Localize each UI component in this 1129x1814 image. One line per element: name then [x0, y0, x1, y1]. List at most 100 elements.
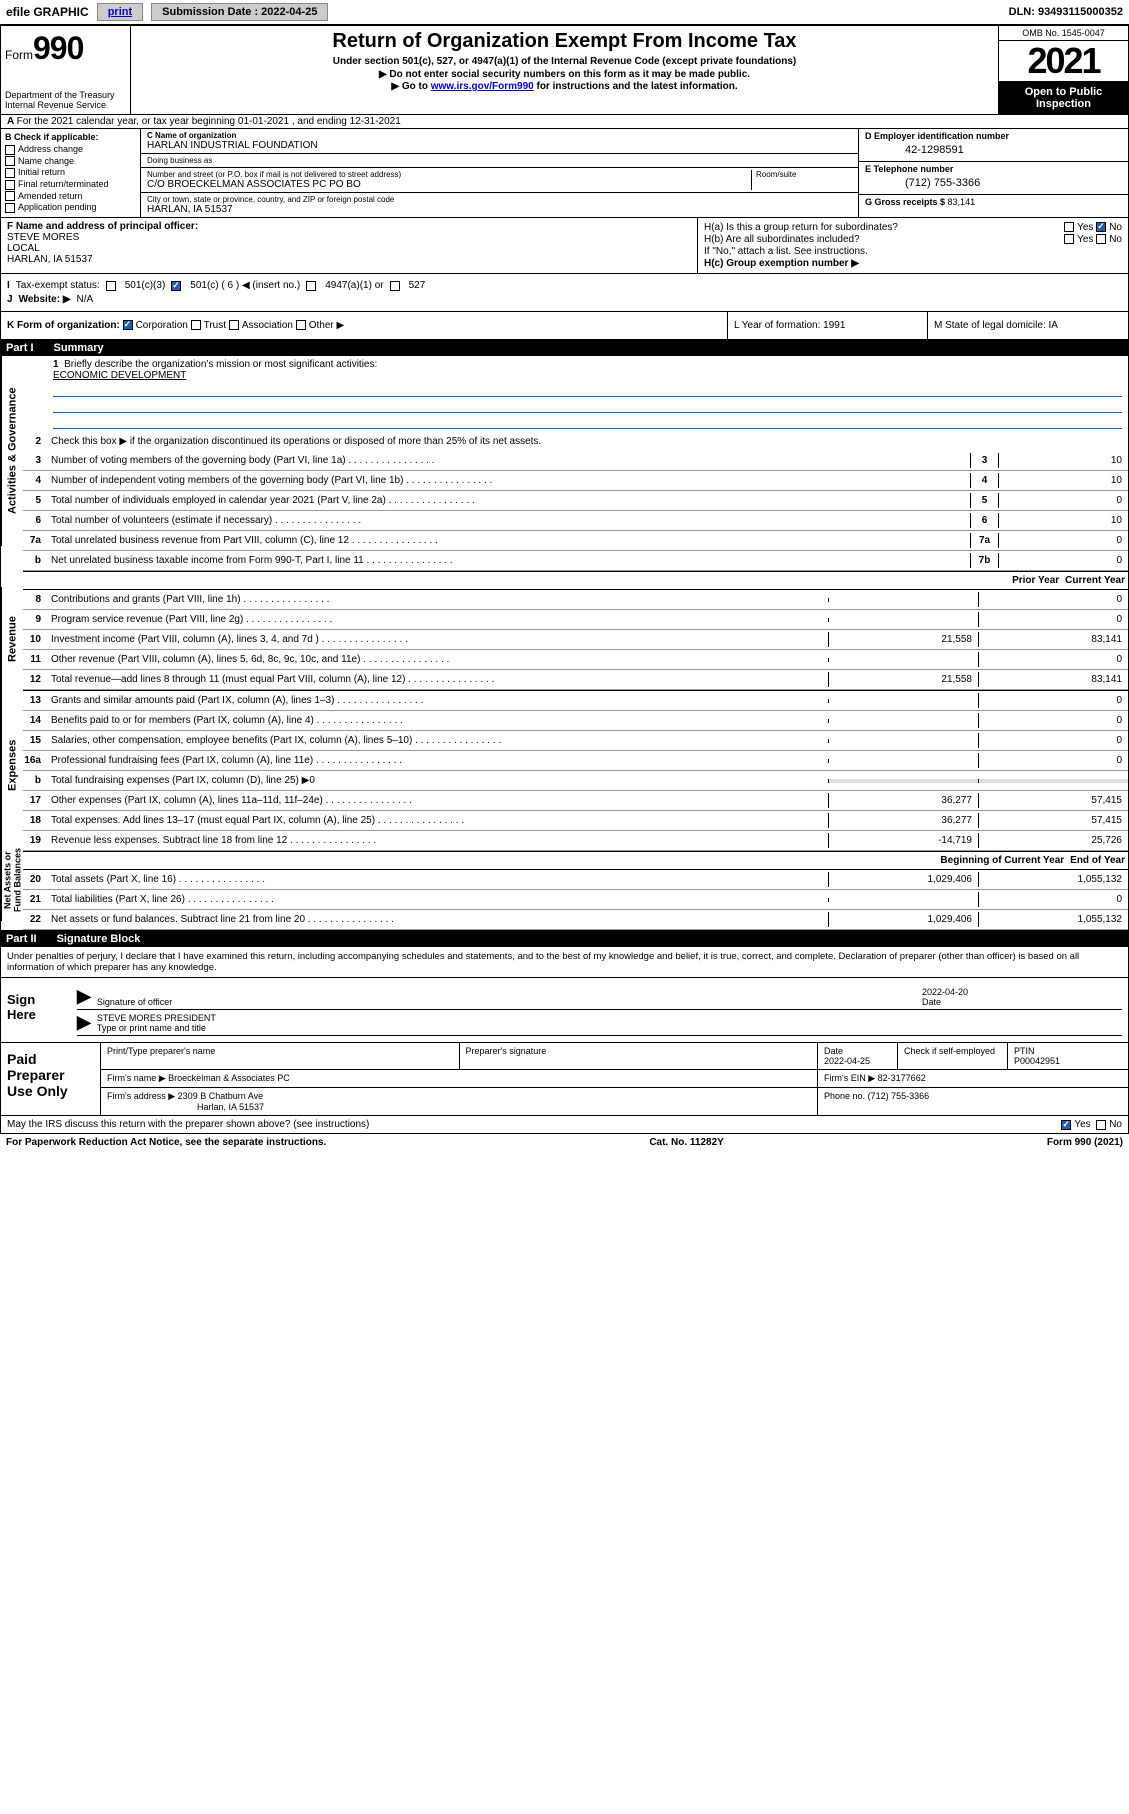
omb-number: OMB No. 1545-0047: [999, 26, 1128, 41]
preparer-block: Paid Preparer Use Only Print/Type prepar…: [0, 1043, 1129, 1116]
side-netassets: Net Assets or Fund Balances: [1, 839, 23, 921]
ha-yes[interactable]: [1064, 222, 1074, 232]
part1-header: Part I Summary: [0, 340, 1129, 356]
form-subtitle: Under section 501(c), 527, or 4947(a)(1)…: [141, 56, 988, 67]
summary-row: 14Benefits paid to or for members (Part …: [23, 711, 1128, 731]
discuss-no[interactable]: [1096, 1120, 1106, 1130]
col-c: C Name of organization HARLAN INDUSTRIAL…: [141, 129, 858, 217]
sig-arrow-icon: ▶: [77, 986, 91, 1007]
sig-date: 2022-04-20: [922, 987, 968, 997]
chk-initial[interactable]: Initial return: [5, 167, 136, 178]
discuss-yes[interactable]: [1061, 1120, 1071, 1130]
form-title-block: Return of Organization Exempt From Incom…: [131, 26, 998, 114]
dept-label: Department of the Treasury Internal Reve…: [5, 90, 126, 110]
side-expenses: Expenses: [1, 692, 23, 839]
chk-pending[interactable]: Application pending: [5, 202, 136, 213]
form-number: 990: [33, 30, 83, 67]
discuss-row: May the IRS discuss this return with the…: [0, 1116, 1129, 1134]
telephone: (712) 755-3366: [865, 174, 1122, 192]
summary-row: 17Other expenses (Part IX, column (A), l…: [23, 791, 1128, 811]
mission: ECONOMIC DEVELOPMENT: [53, 370, 186, 381]
year-block: OMB No. 1545-0047 2021 Open to Public In…: [998, 26, 1128, 114]
chk-assoc[interactable]: [229, 320, 239, 330]
tax-year: 2021: [999, 41, 1128, 82]
col-d: D Employer identification number 42-1298…: [858, 129, 1128, 217]
summary-row: 7aTotal unrelated business revenue from …: [23, 531, 1128, 551]
summary-row: 5Total number of individuals employed in…: [23, 491, 1128, 511]
hb-yes[interactable]: [1064, 234, 1074, 244]
chk-501c[interactable]: [171, 281, 181, 291]
summary-row: 19Revenue less expenses. Subtract line 1…: [23, 831, 1128, 851]
officer-print-name: STEVE MORES PRESIDENT: [97, 1013, 216, 1023]
warn-line: Do not enter social security numbers on …: [141, 69, 988, 80]
prep-date: 2022-04-25: [824, 1056, 870, 1066]
chk-final[interactable]: Final return/terminated: [5, 179, 136, 190]
side-revenue: Revenue: [1, 587, 23, 692]
chk-4947[interactable]: [306, 281, 316, 291]
h-block: H(a) Is this a group return for subordin…: [698, 218, 1128, 273]
part2-header: Part II Signature Block: [0, 931, 1129, 947]
summary-row: 9Program service revenue (Part VIII, lin…: [23, 610, 1128, 630]
summary-row: 12Total revenue—add lines 8 through 11 (…: [23, 670, 1128, 690]
firm-name: Broeckelman & Associates PC: [168, 1073, 290, 1083]
website: N/A: [77, 294, 94, 305]
street-addr: C/O BROECKELMAN ASSOCIATES PC PO BO: [147, 179, 747, 190]
ptin: P00042951: [1014, 1056, 1060, 1066]
row-f-h: F Name and address of principal officer:…: [0, 218, 1129, 274]
hb-no[interactable]: [1096, 234, 1106, 244]
summary-row: 16aProfessional fundraising fees (Part I…: [23, 751, 1128, 771]
link-line: Go to www.irs.gov/Form990 for instructio…: [141, 81, 988, 92]
gross-receipts: 83,141: [948, 197, 976, 207]
chk-corp[interactable]: [123, 320, 133, 330]
chk-amended[interactable]: Amended return: [5, 191, 136, 202]
summary-row: 4Number of independent voting members of…: [23, 471, 1128, 491]
sig-intro: Under penalties of perjury, I declare th…: [0, 947, 1129, 978]
irs-link[interactable]: www.irs.gov/Form990: [431, 81, 534, 92]
chk-other[interactable]: [296, 320, 306, 330]
summary-row: 21Total liabilities (Part X, line 26)0: [23, 890, 1128, 910]
print-button[interactable]: print: [97, 3, 143, 21]
form-header: Form 990 Department of the Treasury Inte…: [0, 25, 1129, 115]
row-k: K Form of organization: Corporation Trus…: [0, 312, 1129, 340]
top-bar: efile GRAPHIC print Submission Date : 20…: [0, 0, 1129, 25]
bottom-line: For Paperwork Reduction Act Notice, see …: [0, 1134, 1129, 1151]
submission-date: Submission Date : 2022-04-25: [151, 3, 328, 21]
org-name: HARLAN INDUSTRIAL FOUNDATION: [147, 140, 852, 151]
col-b: B Check if applicable: Address change Na…: [1, 129, 141, 217]
chk-501c3[interactable]: [106, 281, 116, 291]
ha-no[interactable]: [1096, 222, 1106, 232]
principal-officer: F Name and address of principal officer:…: [1, 218, 698, 273]
summary-row: 11Other revenue (Part VIII, column (A), …: [23, 650, 1128, 670]
summary-body: Activities & Governance Revenue Expenses…: [0, 356, 1129, 931]
firm-phone: (712) 755-3366: [868, 1091, 930, 1101]
row-i-j: I Tax-exempt status: 501(c)(3) 501(c) ( …: [0, 274, 1129, 312]
year-formation: L Year of formation: 1991: [728, 312, 928, 339]
summary-row: 3Number of voting members of the governi…: [23, 451, 1128, 471]
efile-label: efile GRAPHIC: [6, 5, 89, 19]
chk-trust[interactable]: [191, 320, 201, 330]
summary-row: 18Total expenses. Add lines 13–17 (must …: [23, 811, 1128, 831]
sign-here-block: Sign Here ▶ Signature of officer 2022-04…: [0, 978, 1129, 1043]
summary-row: 22Net assets or fund balances. Subtract …: [23, 910, 1128, 930]
form-ref: Form 990 (2021): [1047, 1137, 1123, 1148]
sig-arrow-icon: ▶: [77, 1012, 91, 1033]
row-a: A For the 2021 calendar year, or tax yea…: [0, 115, 1129, 129]
form-id-block: Form 990 Department of the Treasury Inte…: [1, 26, 131, 114]
chk-address[interactable]: Address change: [5, 144, 136, 155]
summary-row: 13Grants and similar amounts paid (Part …: [23, 691, 1128, 711]
summary-row: 15Salaries, other compensation, employee…: [23, 731, 1128, 751]
firm-ein: 82-3177662: [878, 1073, 926, 1083]
ein: 42-1298591: [865, 141, 1122, 159]
form-title: Return of Organization Exempt From Incom…: [141, 30, 988, 53]
summary-row: 20Total assets (Part X, line 16)1,029,40…: [23, 870, 1128, 890]
state-domicile: M State of legal domicile: IA: [928, 312, 1128, 339]
summary-row: 10Investment income (Part VIII, column (…: [23, 630, 1128, 650]
chk-527[interactable]: [390, 281, 400, 291]
chk-name[interactable]: Name change: [5, 156, 136, 167]
dln: DLN: 93493115000352: [1009, 6, 1123, 18]
bcd-block: B Check if applicable: Address change Na…: [0, 129, 1129, 218]
summary-row: 6Total number of volunteers (estimate if…: [23, 511, 1128, 531]
summary-row: 8Contributions and grants (Part VIII, li…: [23, 590, 1128, 610]
open-public: Open to Public Inspection: [999, 82, 1128, 114]
city-state-zip: HARLAN, IA 51537: [147, 204, 852, 215]
